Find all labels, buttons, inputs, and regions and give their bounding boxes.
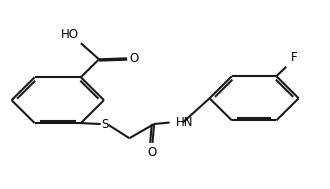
Text: HO: HO: [61, 28, 79, 41]
Text: O: O: [130, 52, 139, 65]
Text: F: F: [290, 51, 297, 64]
Text: O: O: [148, 146, 157, 159]
Text: HN: HN: [176, 116, 193, 129]
Text: S: S: [101, 118, 108, 131]
